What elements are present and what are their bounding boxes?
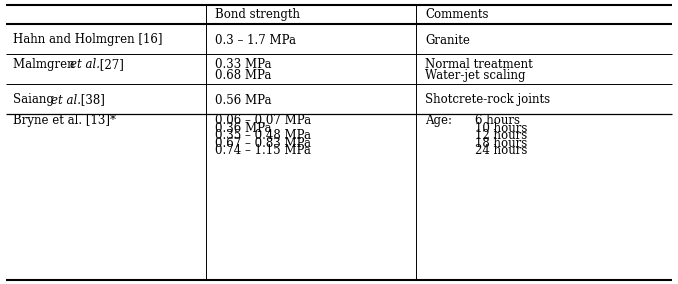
Text: [27]: [27] [96, 58, 124, 71]
Text: Normal treatment: Normal treatment [425, 58, 533, 71]
Text: 24 hours: 24 hours [475, 144, 527, 157]
Text: Malmgren: Malmgren [13, 58, 79, 71]
Text: et al.: et al. [70, 58, 100, 71]
Text: 6 hours: 6 hours [475, 114, 520, 127]
Text: 0.35 – 0.48 MPa: 0.35 – 0.48 MPa [215, 129, 311, 142]
Text: 0.56 MPa: 0.56 MPa [215, 93, 271, 106]
Text: 0.68 MPa: 0.68 MPa [215, 69, 271, 82]
Text: Water-jet scaling: Water-jet scaling [425, 69, 525, 82]
Text: Shotcrete-rock joints: Shotcrete-rock joints [425, 93, 550, 106]
Text: Saiang: Saiang [13, 93, 58, 106]
Text: 10 hours: 10 hours [475, 122, 527, 135]
Text: Age:: Age: [425, 114, 452, 127]
Text: 12 hours: 12 hours [475, 129, 527, 142]
Text: [38]: [38] [77, 93, 105, 106]
Text: 0.33 MPa: 0.33 MPa [215, 58, 271, 71]
Text: 0.74 – 1.15 MPa: 0.74 – 1.15 MPa [215, 144, 311, 157]
Text: et al.: et al. [51, 93, 81, 106]
Text: 0.3 – 1.7 MPa: 0.3 – 1.7 MPa [215, 34, 296, 47]
Text: Bond strength: Bond strength [215, 8, 300, 21]
Text: Hahn and Holmgren [16]: Hahn and Holmgren [16] [13, 34, 163, 47]
Text: Bryne et al. [13]*: Bryne et al. [13]* [13, 114, 116, 127]
Text: 0.06 – 0.07 MPa: 0.06 – 0.07 MPa [215, 114, 311, 127]
Text: Comments: Comments [425, 8, 489, 21]
Text: 18 hours: 18 hours [475, 137, 527, 150]
Text: 0.67 – 0.83 MPa: 0.67 – 0.83 MPa [215, 137, 311, 150]
Text: Granite: Granite [425, 34, 470, 47]
Text: 0.36 MPa: 0.36 MPa [215, 122, 271, 135]
